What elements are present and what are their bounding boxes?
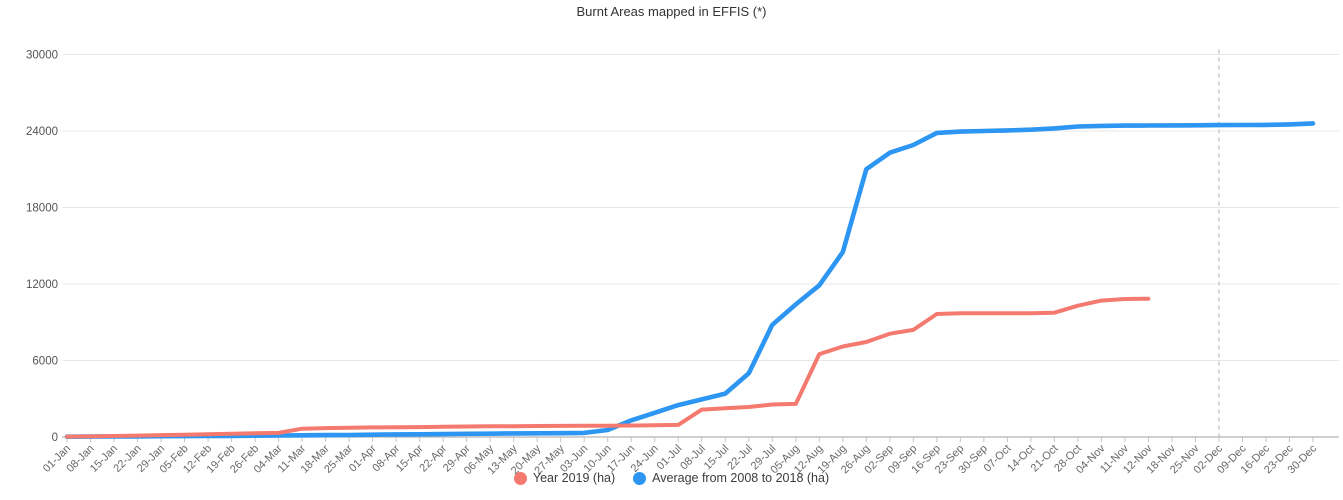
legend-item-average[interactable]: Average from 2008 to 2018 (ha) [633, 471, 829, 485]
svg-text:08-Jul: 08-Jul [678, 443, 708, 473]
legend-item-year-2019[interactable]: Year 2019 (ha) [513, 471, 616, 485]
chart-title: Burnt Areas mapped in EFFIS (*) [576, 4, 767, 19]
svg-text:6000: 6000 [32, 356, 58, 368]
legend-swatch-year-2019-icon [513, 471, 527, 485]
legend-label-year-2019: Year 2019 (ha) [532, 471, 616, 485]
svg-text:0: 0 [52, 432, 58, 444]
svg-text:18000: 18000 [26, 203, 58, 215]
series-line-year-2019 [65, 296, 1151, 439]
y-axis-labels: 0 6000 12000 18000 24000 30000 [26, 50, 58, 445]
svg-text:22-Jul: 22-Jul [725, 443, 755, 473]
chart-legend: Year 2019 (ha) Average from 2008 to 2018… [0, 471, 1343, 485]
svg-text:24000: 24000 [26, 126, 58, 138]
svg-text:12000: 12000 [26, 279, 58, 291]
series-line-average [64, 121, 1316, 439]
svg-text:30000: 30000 [26, 50, 58, 62]
svg-text:01-Jul: 01-Jul [655, 443, 685, 473]
svg-text:15-Jul: 15-Jul [702, 443, 732, 473]
legend-swatch-average-icon [633, 471, 647, 485]
y-gridlines [63, 54, 1339, 361]
legend-label-average: Average from 2008 to 2018 (ha) [652, 471, 830, 485]
